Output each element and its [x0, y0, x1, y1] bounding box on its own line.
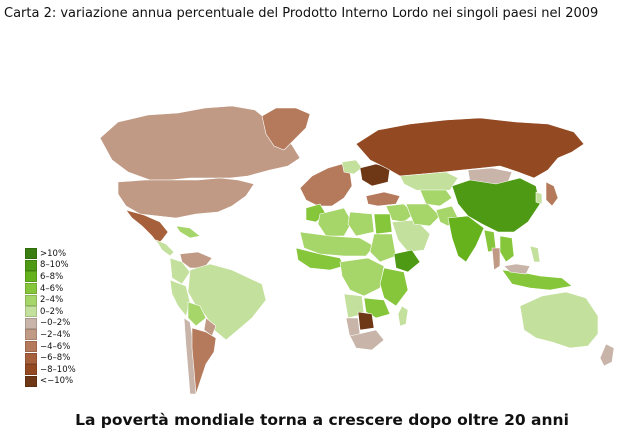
region-middle-east	[385, 203, 415, 223]
region-india	[447, 215, 485, 263]
region-korea	[535, 191, 543, 205]
legend-swatch	[25, 294, 37, 306]
region-indochina	[499, 235, 515, 263]
legend-swatch	[25, 248, 37, 260]
region-libya	[347, 211, 375, 237]
legend-item: 8–10%	[25, 259, 76, 272]
legend-label: −8–10%	[40, 364, 76, 375]
region-thailand	[491, 247, 501, 271]
region-colombia	[169, 257, 191, 285]
map-title: Carta 2: variazione annua percentuale de…	[4, 6, 599, 21]
legend-item: 0–2%	[25, 306, 76, 318]
legend-label: 2–4%	[40, 295, 64, 306]
region-bolivia	[187, 301, 207, 327]
region-south-africa	[349, 329, 385, 351]
legend-item: 6–8%	[25, 271, 76, 283]
legend-item: 2–4%	[25, 294, 76, 306]
legend-label: 4–6%	[40, 283, 64, 294]
legend-swatch	[25, 375, 37, 387]
region-poland	[341, 159, 363, 175]
legend-label: −6–8%	[40, 353, 71, 364]
legend-label: >10%	[40, 248, 67, 259]
legend-item: −6–8%	[25, 352, 76, 364]
legend-item: >10%	[25, 248, 76, 260]
region-sahel	[299, 231, 375, 257]
region-philippines	[529, 245, 541, 263]
region-japan	[545, 181, 559, 207]
legend-label: −4–6%	[40, 341, 71, 352]
legend-label: −0–2%	[40, 318, 71, 329]
region-central-america	[155, 239, 175, 257]
region-peru	[169, 279, 191, 317]
region-central-asia	[419, 189, 453, 207]
legend-item: <−10%	[25, 375, 76, 388]
legend-label: 6–8%	[40, 271, 64, 282]
legend-swatch	[25, 259, 37, 271]
legend-swatch	[25, 271, 37, 283]
legend-swatch	[25, 352, 37, 364]
region-new-zealand	[599, 343, 615, 367]
legend-label: 0–2%	[40, 306, 64, 317]
region-indonesia	[501, 269, 573, 291]
region-argentina	[191, 327, 217, 395]
region-caribbean	[175, 225, 201, 239]
legend-swatch	[25, 329, 37, 341]
region-united-states	[117, 177, 255, 219]
region-iran	[405, 203, 441, 227]
region-sudan	[369, 233, 397, 263]
region-ukraine	[359, 163, 391, 187]
region-russia	[355, 117, 585, 179]
region-madagascar	[397, 305, 409, 327]
legend-swatch	[25, 306, 37, 318]
region-greenland	[261, 107, 311, 151]
legend-swatch	[25, 317, 37, 329]
legend-item: −0–2%	[25, 317, 76, 330]
legend-swatch	[25, 283, 37, 295]
legend-item: 4–6%	[25, 283, 76, 295]
region-brazil	[187, 263, 267, 341]
region-australia	[519, 291, 599, 349]
region-central-africa	[339, 257, 385, 297]
region-east-africa	[379, 267, 409, 307]
region-ethiopia	[393, 249, 421, 273]
legend-label: −2–4%	[40, 329, 71, 340]
region-algeria	[317, 207, 353, 237]
region-west-africa	[295, 247, 345, 271]
legend-swatch	[25, 341, 37, 353]
legend-item: −4–6%	[25, 341, 76, 353]
legend-item: −2–4%	[25, 329, 76, 341]
region-egypt	[373, 213, 393, 235]
legend-item: −8–10%	[25, 364, 76, 376]
map-legend: >10% 8–10% 6–8% 4–6% 2–4% 0–2% −0–2% −2–4% −4–6%…	[25, 248, 76, 387]
legend-label: 8–10%	[40, 260, 69, 271]
legend-label: <−10%	[40, 376, 74, 387]
region-botswana	[357, 311, 375, 331]
region-turkey	[365, 191, 401, 207]
map-caption: La povertà mondiale torna a crescere dop…	[75, 411, 569, 429]
legend-swatch	[25, 364, 37, 376]
region-malaysia	[503, 263, 531, 275]
region-kazakhstan	[399, 171, 459, 193]
region-zambia	[363, 297, 391, 319]
region-western-europe	[299, 163, 353, 207]
